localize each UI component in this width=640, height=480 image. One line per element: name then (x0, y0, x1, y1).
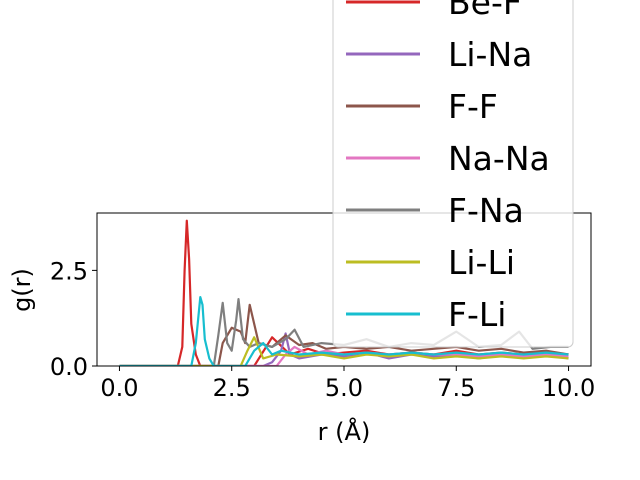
x-tick-label: 0.0 (100, 374, 138, 402)
x-tick-label: 2.5 (213, 374, 251, 402)
legend-label: Li-Li (448, 243, 515, 282)
series-line-li-li (119, 336, 569, 366)
y-tick-label: 2.5 (50, 257, 88, 285)
legend-label: Be-F (448, 0, 522, 22)
y-axis-label: g(r) (8, 268, 36, 312)
legend-label: F-F (448, 87, 498, 126)
axes-layer: 0.0 2.5 5.0 7.5 10.0 0.0 2.5 (50, 212, 595, 402)
x-tick-label: 10.0 (542, 374, 595, 402)
x-tick-label: 7.5 (437, 374, 475, 402)
legend-box (332, 0, 574, 348)
legend: Be-F Li-Na F-F Na-Na F-Na Li-Li F-Li (332, 0, 574, 348)
legend-label: F-Na (448, 191, 524, 230)
legend-label: F-Li (448, 295, 506, 334)
x-tick-label: 5.0 (325, 374, 363, 402)
y-tick-label: 0.0 (50, 353, 88, 381)
series-layer (119, 219, 569, 366)
series-line-f-f (119, 303, 569, 366)
legend-label: Li-Na (448, 35, 532, 74)
series-line-f-li (119, 296, 569, 366)
x-axis-label: r (Å) (318, 417, 371, 446)
legend-label: Na-Na (448, 139, 550, 178)
